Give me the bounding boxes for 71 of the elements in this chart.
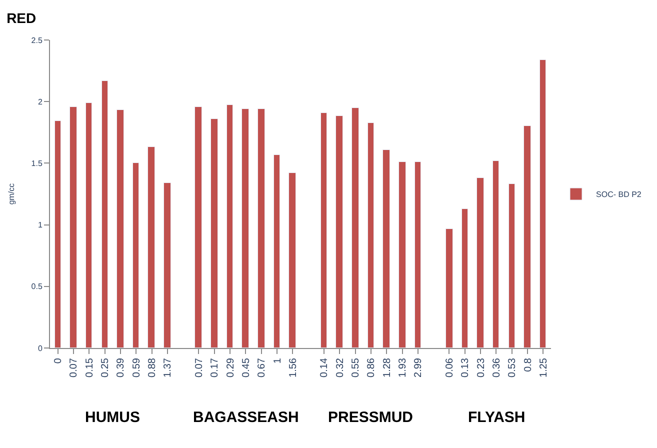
y-tick-label: 1.5 [31,159,43,168]
x-tick-label: 0.14 [319,358,330,378]
bar [492,160,499,348]
x-tick-label: 0.15 [84,358,96,378]
bar [508,184,515,348]
x-tick-label: 0.8 [522,358,534,372]
bar [148,146,155,348]
bar [210,118,218,348]
x-tick-label: 0.29 [225,358,236,378]
bar [524,126,531,348]
x-tick-label: 0.53 [507,358,518,378]
x-tick-label: 0.06 [444,358,456,378]
text: PRESSMUD [328,409,414,426]
y-axis-title: gm/cc [6,183,16,205]
x-tick-label: 0.45 [240,358,252,378]
bar [242,108,249,348]
bar [86,102,92,348]
bar [288,172,296,348]
bar [462,208,468,348]
bar [102,80,108,348]
bar [320,112,327,348]
y-tick-label: 0.5 [31,282,43,292]
x-tick-label: 0.67 [256,358,268,378]
bar [336,116,343,348]
bar [368,122,374,348]
x-tick-label: 0.36 [491,358,502,378]
bar [226,104,233,348]
x-tick-label: 0.55 [350,358,362,378]
bar [54,120,61,348]
x-tick-label: 0.32 [334,358,346,378]
bar [382,150,390,348]
x-tick-label: 0.23 [476,358,487,378]
bar [446,228,453,348]
bar [194,106,202,348]
bar [70,106,77,348]
x-tick-label: 0.07 [68,358,80,378]
bar [398,162,406,348]
x-tick-label: 1.93 [398,358,409,378]
x-tick-label: 1.28 [382,358,393,378]
text: FLYASH [468,409,526,426]
x-tick-label: 0 [53,358,64,364]
bar [274,154,280,348]
x-tick-label: 0.59 [131,358,142,378]
y-tick-label: 2 [38,97,43,106]
x-tick-label: 1.56 [288,358,299,378]
x-tick-label: 1.37 [162,358,174,378]
x-tick-label: 0.86 [366,358,378,378]
bar [258,108,265,348]
y-tick-label: 2.5 [31,36,43,45]
chart-title: RED [6,10,36,26]
y-tick-label: 0 [38,344,43,353]
x-tick-label: 0.17 [210,358,221,378]
x-tick-label: 2.99 [413,358,424,378]
x-tick-label: 0.07 [194,358,205,378]
bar [352,108,359,348]
bar [414,162,421,348]
x-tick-label: 0.25 [100,358,112,378]
text: BAGASSEASH [193,409,299,426]
bar [116,110,124,348]
x-tick-label: 0.88 [147,358,158,378]
bar [476,178,484,348]
y-tick-label: 1 [38,220,43,230]
bar [164,182,171,348]
text: HUMUS [85,409,140,426]
legend-label: SOC- BD P2 [596,190,642,200]
x-tick-label: 1.25 [538,358,550,378]
bar [540,60,546,348]
x-tick-label: 1 [272,358,284,364]
x-tick-label: 0.13 [460,358,472,378]
bar [132,162,139,348]
x-tick-label: 0.39 [116,358,127,378]
